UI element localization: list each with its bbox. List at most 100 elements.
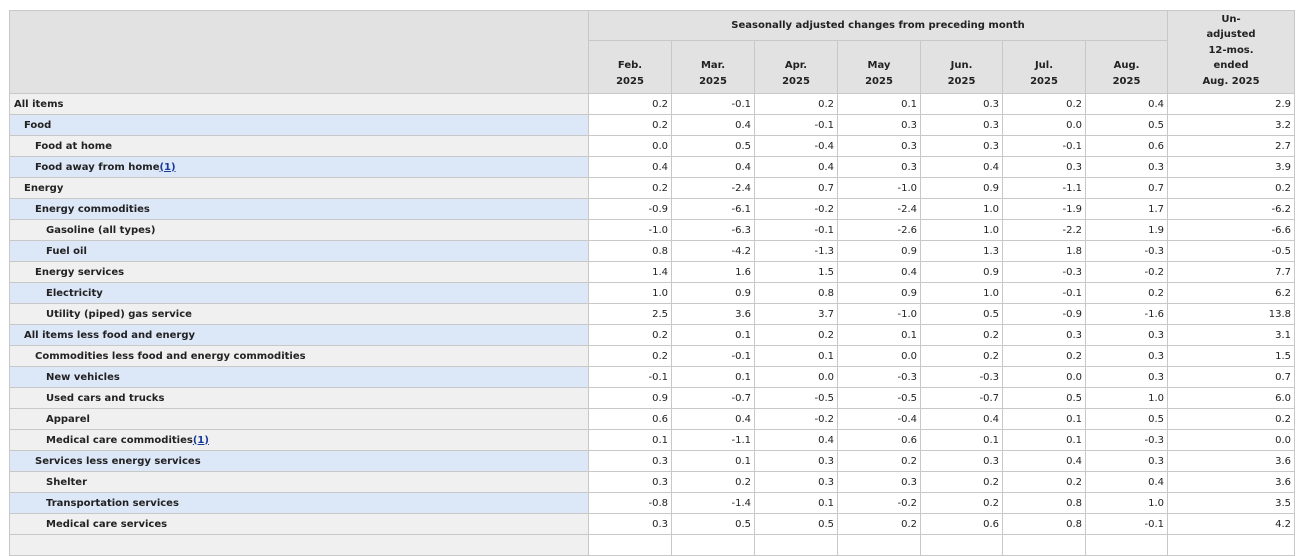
table-row: Medical care commodities(1) 0.1 -1.1 0.4 0.6…: [9, 429, 1296, 451]
row-label: Medical care commodities: [46, 434, 193, 446]
value-cell: 0.2: [671, 471, 755, 493]
value-cell: 0.2: [837, 450, 921, 472]
value-cell: 0.9: [920, 261, 1003, 283]
value-cell: 1.0: [920, 219, 1003, 241]
value-cell: -0.3: [1084, 240, 1169, 262]
row-label: Transportation services: [46, 497, 179, 509]
header-line: ended: [1213, 60, 1249, 71]
value-cell: 0.4: [754, 429, 838, 451]
value-cell: 1.5: [754, 261, 838, 283]
value-cell: -0.1: [754, 219, 838, 241]
value-cell: 0.9: [671, 282, 755, 304]
value-cell: -0.1: [671, 345, 755, 367]
month-header: Apr. 2025: [754, 40, 838, 94]
value-cell: 0.8: [588, 240, 672, 262]
value-cell: -0.1: [671, 93, 755, 115]
value-cell: -0.4: [754, 135, 838, 157]
value-cell: 0.1: [588, 429, 672, 451]
value-cell: 0.3: [1002, 156, 1086, 178]
unadjusted-cell: 0.7: [1167, 366, 1296, 388]
value-cell: 0.6: [588, 408, 672, 430]
value-cell: -6.3: [671, 219, 755, 241]
row-label-cell: Apparel: [9, 408, 589, 430]
row-label-cell: Shelter: [9, 471, 589, 493]
year: 2025: [1112, 75, 1141, 87]
row-label: Utility (piped) gas service: [46, 308, 192, 320]
value-cell: 0.4: [1002, 450, 1086, 472]
value-cell: 0.3: [588, 513, 672, 535]
value-cell: -4.2: [671, 240, 755, 262]
month: May: [867, 60, 891, 71]
value-cell: 0.3: [920, 450, 1003, 472]
value-cell: 1.0: [588, 282, 672, 304]
row-label-cell: Energy: [9, 177, 589, 199]
unadjusted-cell: 3.6: [1167, 450, 1296, 472]
value-cell: 1.9: [1084, 219, 1169, 241]
row-label: Fuel oil: [46, 245, 87, 257]
value-cell: -0.2: [754, 408, 838, 430]
value-cell: 0.2: [1084, 282, 1169, 304]
month-header: Aug. 2025: [1084, 40, 1169, 94]
value-cell: 0.3: [837, 114, 921, 136]
value-cell: [1167, 534, 1296, 556]
value-cell: 0.0: [754, 366, 838, 388]
row-label-cell: Food away from home(1): [9, 156, 589, 178]
value-cell: -0.7: [671, 387, 755, 409]
month-header: Jul. 2025: [1002, 40, 1086, 94]
value-cell: -1.6: [1084, 303, 1169, 325]
value-cell: 0.2: [1002, 345, 1086, 367]
row-label-cell: Electricity: [9, 282, 589, 304]
value-cell: 0.2: [588, 177, 672, 199]
table-row: New vehicles -0.1 0.1 0.0 -0.3 -0.3 0.0 0.3 0.7: [9, 366, 1296, 388]
unadjusted-cell: 3.5: [1167, 492, 1296, 514]
value-cell: -6.1: [671, 198, 755, 220]
value-cell: 1.8: [1002, 240, 1086, 262]
row-label: Energy services: [35, 266, 125, 278]
year: 2025: [865, 75, 893, 87]
header-row: Seasonally adjusted changes from precedi…: [9, 10, 1296, 94]
header-line: Un-: [1221, 13, 1241, 25]
value-cell: 0.4: [1084, 471, 1169, 493]
row-label: Energy commodities: [35, 203, 150, 215]
footnote-link[interactable]: (1): [159, 161, 176, 173]
table-row: Food 0.2 0.4 -0.1 0.3 0.3 0.0 0.5 3.2: [9, 114, 1296, 136]
value-cell: 0.2: [588, 345, 672, 367]
value-cell: [588, 534, 672, 556]
unadjusted-cell: 1.5: [1167, 345, 1296, 367]
row-label-cell: Services less energy services: [9, 450, 589, 472]
row-label-cell: Food at home: [9, 135, 589, 157]
value-cell: 0.0: [1002, 366, 1086, 388]
value-cell: 0.2: [588, 114, 672, 136]
value-cell: -0.1: [754, 114, 838, 136]
value-cell: 0.1: [671, 366, 755, 388]
row-label: Used cars and trucks: [46, 392, 165, 404]
value-cell: 0.4: [588, 156, 672, 178]
value-cell: 0.3: [1084, 324, 1169, 346]
corner-cell: [9, 10, 589, 94]
value-cell: -0.1: [1002, 282, 1086, 304]
value-cell: 0.6: [1084, 135, 1169, 157]
unadjusted-header: Un-adjusted 12-mos. ended Aug. 2025: [1167, 10, 1296, 94]
unadjusted-cell: 4.2: [1167, 513, 1296, 535]
value-cell: -0.1: [588, 366, 672, 388]
row-label-cell: Food: [9, 114, 589, 136]
row-label: Food: [24, 119, 52, 131]
row-label: Energy: [24, 182, 64, 194]
table-row: Transportation services -0.8 -1.4 0.1 -0.2 0.…: [9, 492, 1296, 514]
value-cell: [671, 534, 755, 556]
value-cell: 0.2: [1002, 93, 1086, 115]
value-cell: -0.3: [837, 366, 921, 388]
footnote-link[interactable]: (1): [192, 434, 209, 446]
month: Feb.: [617, 60, 643, 71]
month-header: Mar. 2025: [671, 40, 755, 94]
value-cell: 0.4: [671, 408, 755, 430]
value-cell: 0.3: [1002, 324, 1086, 346]
value-cell: 0.2: [754, 324, 838, 346]
table-row: Food away from home(1) 0.4 0.4 0.4 0.3 0.4 0.3…: [9, 156, 1296, 178]
unadjusted-cell: 3.9: [1167, 156, 1296, 178]
month: Jun.: [950, 60, 973, 71]
value-cell: 0.3: [1084, 345, 1169, 367]
value-cell: -1.0: [837, 177, 921, 199]
row-label-cell: Medical care commodities(1): [9, 429, 589, 451]
